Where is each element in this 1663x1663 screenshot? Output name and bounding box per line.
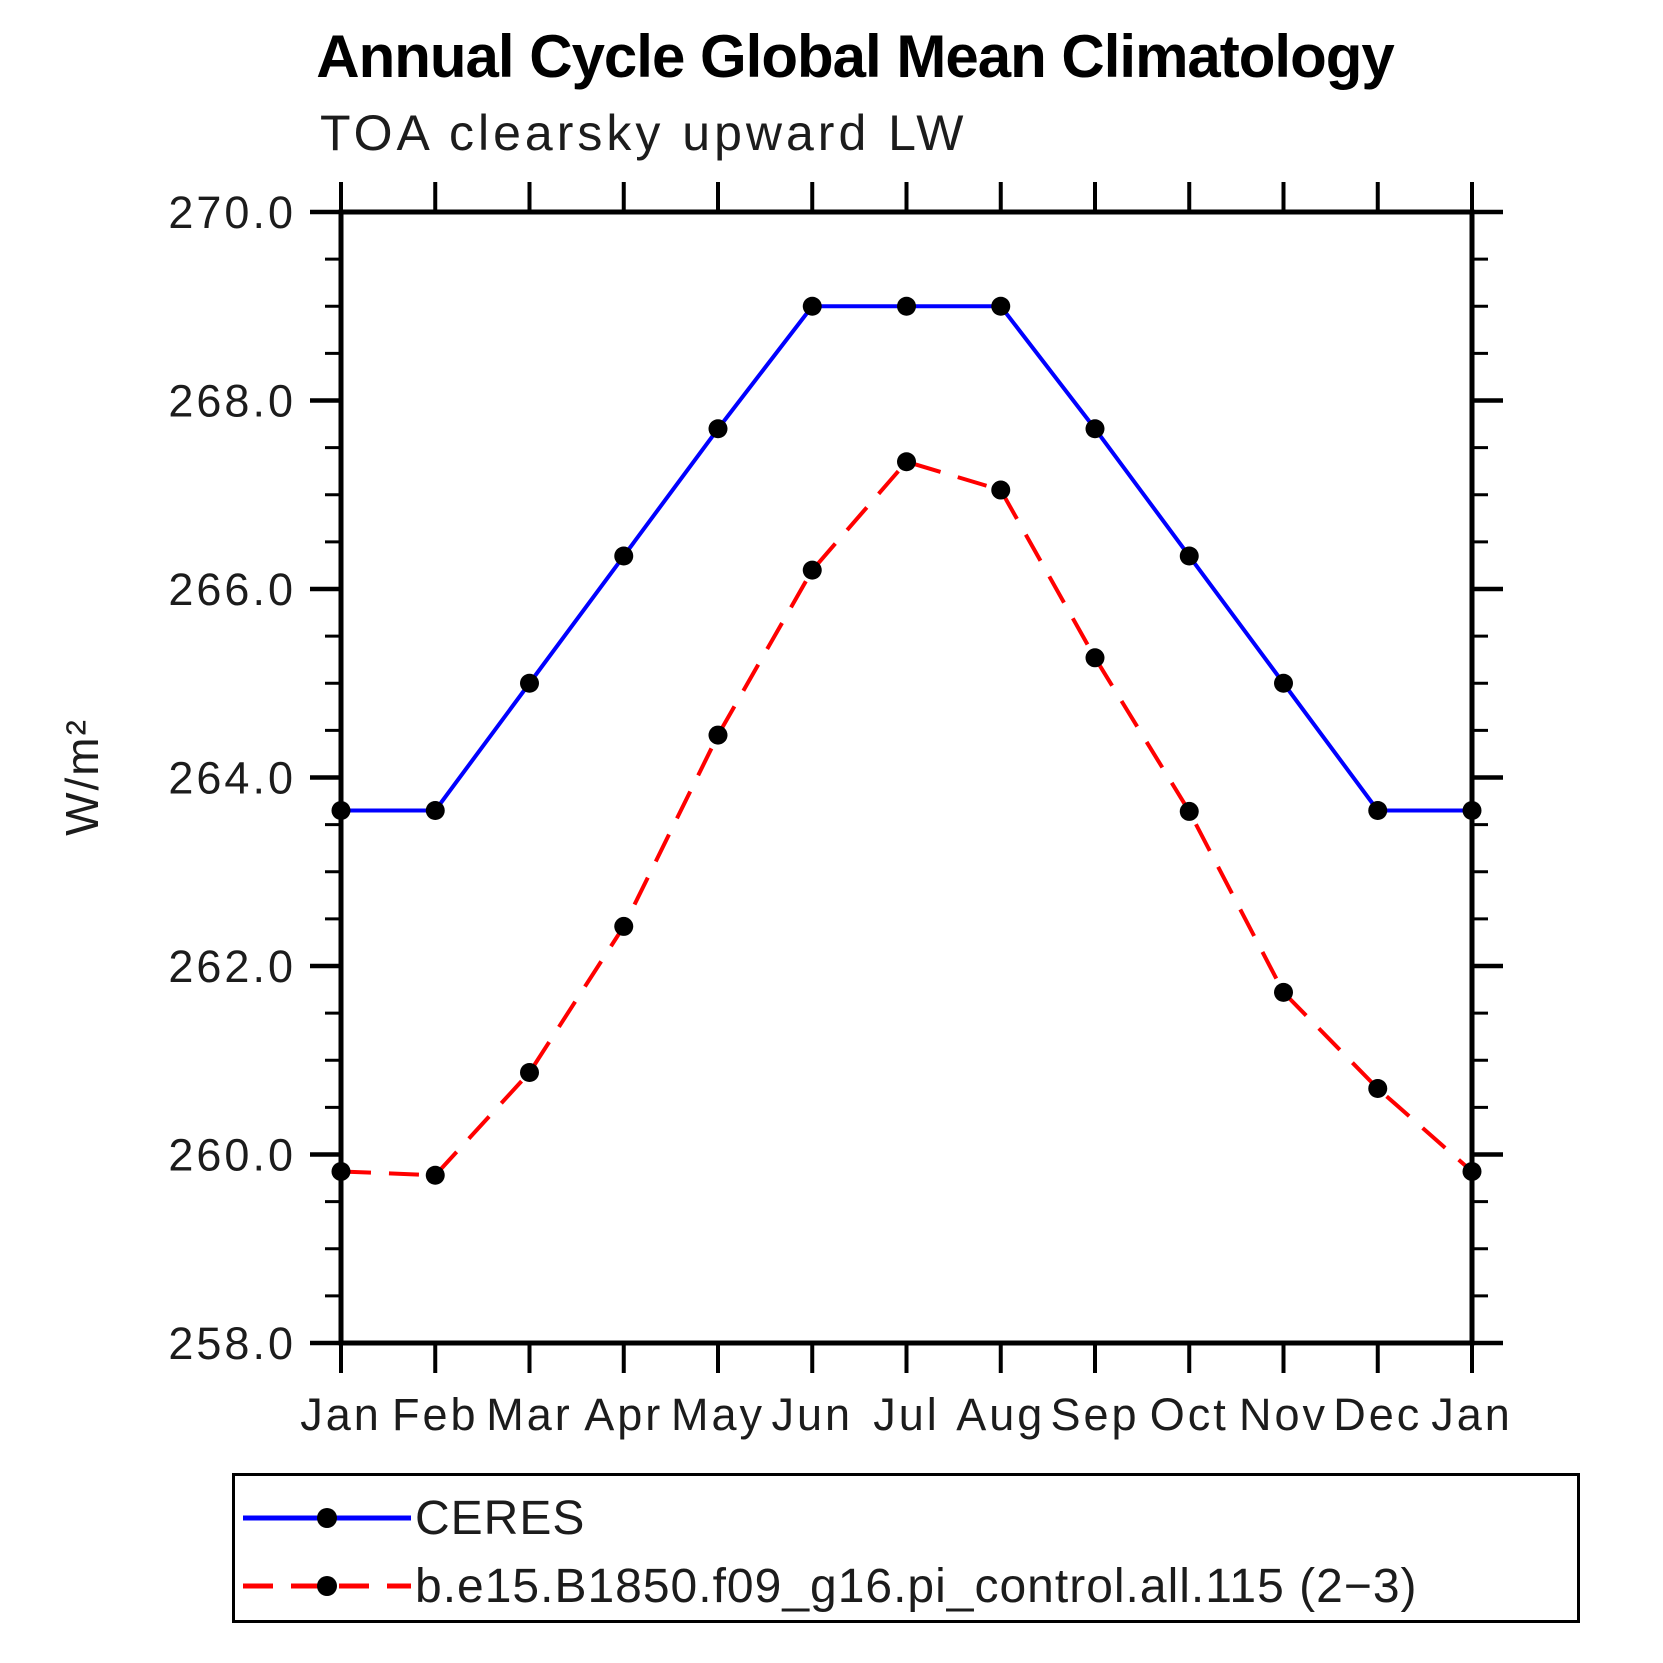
data-point-marker bbox=[897, 296, 916, 316]
legend-dot-icon bbox=[317, 1508, 337, 1528]
data-point-marker bbox=[1179, 546, 1199, 566]
model-line-marker-icon bbox=[243, 1576, 411, 1596]
x-tick-label: Mar bbox=[486, 1389, 573, 1440]
x-tick-label: May bbox=[671, 1389, 765, 1440]
x-tick-label: Nov bbox=[1239, 1389, 1328, 1440]
x-tick-label: Jul bbox=[873, 1389, 940, 1440]
data-point-marker bbox=[331, 1161, 351, 1181]
x-tick-label: Feb bbox=[392, 1389, 479, 1440]
data-point-marker bbox=[708, 419, 728, 439]
legend-label-ceres: CERES bbox=[415, 1491, 586, 1545]
data-point-marker bbox=[1368, 1079, 1388, 1099]
y-tick-label: 266.0 bbox=[168, 564, 296, 615]
data-point-marker bbox=[897, 452, 916, 472]
data-point-marker bbox=[1274, 673, 1293, 693]
data-point-marker bbox=[1368, 800, 1388, 820]
data-point-marker bbox=[425, 800, 445, 820]
data-point-marker bbox=[802, 296, 822, 316]
data-point-marker bbox=[1462, 800, 1482, 820]
data-point-marker bbox=[1179, 801, 1199, 821]
y-tick-label: 262.0 bbox=[168, 941, 296, 992]
data-point-marker bbox=[614, 546, 634, 566]
y-axis-title: W/m² bbox=[56, 718, 108, 836]
chart-title: Annual Cycle Global Mean Climatology bbox=[316, 23, 1395, 90]
data-point-marker bbox=[614, 916, 634, 936]
x-tick-label: Jan bbox=[1431, 1389, 1513, 1440]
legend-dot-icon bbox=[317, 1576, 337, 1596]
x-tick-label: Apr bbox=[584, 1389, 663, 1440]
x-tick-label: Dec bbox=[1333, 1389, 1422, 1440]
data-point-marker bbox=[991, 480, 1011, 500]
series-line-0 bbox=[341, 304, 1472, 813]
legend-item-ceres: CERES bbox=[241, 1490, 585, 1546]
data-point-marker bbox=[991, 296, 1011, 316]
y-tick-label: 264.0 bbox=[168, 753, 296, 804]
plot-frame bbox=[338, 209, 1475, 1346]
data-point-marker bbox=[1085, 648, 1105, 668]
data-point-marker bbox=[1462, 1161, 1482, 1181]
x-tick-label: Aug bbox=[956, 1389, 1045, 1440]
x-tick-label: Oct bbox=[1150, 1389, 1229, 1440]
data-point-marker bbox=[331, 800, 351, 820]
data-point-marker bbox=[1085, 419, 1105, 439]
legend-item-model: b.e15.B1850.f09_g16.pi_control.all.115 (… bbox=[241, 1558, 1418, 1614]
legend: CERES b.e15.B1850.f09_g16.pi_control.all… bbox=[232, 1473, 1580, 1623]
x-tick-label: Sep bbox=[1050, 1389, 1139, 1440]
x-tick-label: Jun bbox=[771, 1389, 853, 1440]
data-point-marker bbox=[708, 725, 728, 745]
data-point-marker bbox=[425, 1165, 445, 1185]
y-tick-label: 268.0 bbox=[168, 376, 296, 427]
chart-subtitle: TOA clearsky upward LW bbox=[320, 105, 968, 161]
data-point-marker bbox=[520, 673, 539, 693]
legend-label-model: b.e15.B1850.f09_g16.pi_control.all.115 (… bbox=[415, 1559, 1418, 1613]
data-point-marker bbox=[520, 1063, 539, 1083]
x-tick-label: Jan bbox=[300, 1389, 382, 1440]
y-tick-label: 260.0 bbox=[168, 1130, 296, 1181]
data-point-marker bbox=[1274, 982, 1293, 1002]
series-line-1 bbox=[340, 459, 1474, 1178]
y-tick-label: 270.0 bbox=[168, 187, 296, 238]
y-tick-label: 258.0 bbox=[168, 1318, 296, 1369]
data-point-marker bbox=[802, 560, 822, 580]
ceres-line-marker-icon bbox=[243, 1508, 411, 1528]
